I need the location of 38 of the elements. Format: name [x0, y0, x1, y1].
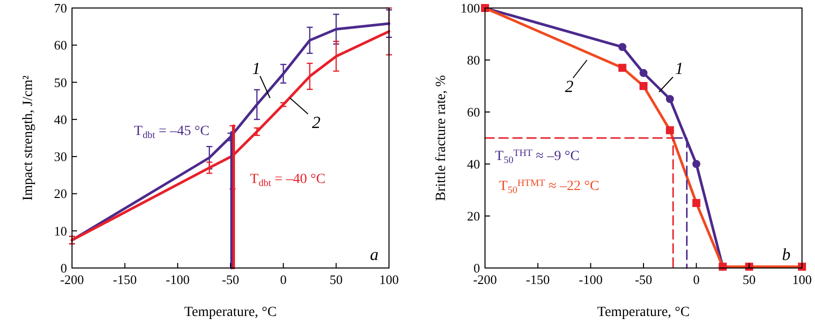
x-axis-title: Temperature, °C: [597, 305, 690, 320]
y-tick-label: 20: [54, 186, 67, 202]
x-tick-label: -50: [634, 272, 652, 287]
annotation: 1: [252, 59, 260, 78]
x-tick-label: 100: [379, 272, 399, 287]
x-tick-label: -100: [166, 272, 190, 287]
annotation: T$_{50}$$^{THT}$ ≈ –9 °C: [495, 148, 580, 166]
x-tick-label: 0: [693, 272, 700, 287]
y-tick-label: 100: [460, 0, 480, 16]
x-tick-label: -50: [222, 272, 240, 287]
y-tick-label: 10: [54, 223, 67, 238]
x-tick-label: -150: [112, 272, 137, 287]
y-tick-label: 60: [54, 38, 67, 53]
y-axis-title: Brittle fracture rate, %: [434, 74, 449, 201]
x-tick-label: 100: [792, 272, 812, 287]
annotation: T$_{dbt}$ = –45 °C: [134, 124, 210, 141]
annotation: T$_{50}$$^{HTMT}$ ≈ –22 °C: [499, 178, 600, 196]
y-tick-label: 40: [467, 156, 480, 172]
y-tick-label: 80: [467, 52, 480, 68]
y-tick-label: 70: [54, 0, 67, 16]
y-axis-title: Impact strength, J/cm²: [21, 75, 36, 201]
annotation: a: [370, 245, 378, 264]
x-tick-label: -150: [526, 272, 550, 287]
y-tick-label: 60: [467, 104, 480, 120]
x-axis-title: Temperature, °C: [184, 305, 277, 320]
y-tick-label: 30: [54, 149, 67, 164]
x-tick-label: -100: [578, 272, 603, 287]
y-tick-label: 50: [54, 74, 67, 90]
annotation: 1: [675, 59, 684, 78]
annotation: 2: [565, 77, 574, 96]
y-tick-label: 40: [54, 112, 67, 127]
y-tick-label: 20: [467, 208, 480, 224]
annotation: T$_{dbt}$ = –40 °C: [250, 172, 326, 189]
x-tick-label: 0: [280, 272, 287, 287]
x-tick-label: 50: [330, 272, 343, 287]
x-tick-label: 50: [742, 272, 756, 287]
annotation: 2: [312, 113, 321, 132]
annotation: b: [782, 245, 790, 264]
